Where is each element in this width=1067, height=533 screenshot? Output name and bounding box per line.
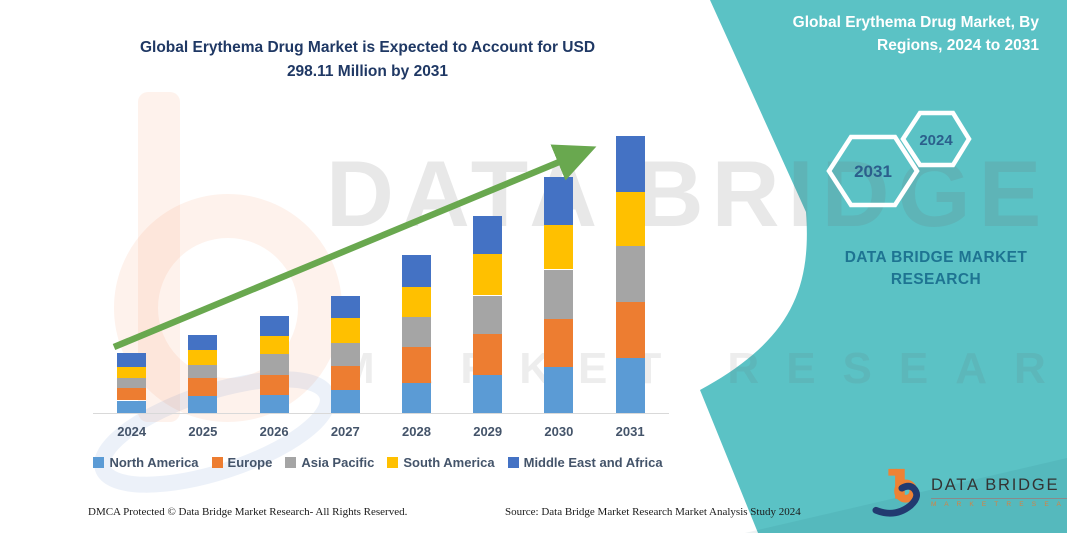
chart-title-line1: Global Erythema Drug Market is Expected … xyxy=(139,39,596,56)
legend-swatch xyxy=(93,457,105,468)
bar-segment xyxy=(117,353,147,367)
x-axis-label: 2024 xyxy=(117,424,147,439)
x-axis-label: 2028 xyxy=(402,424,431,439)
bar-segment xyxy=(188,335,218,350)
bar-segment xyxy=(117,400,147,413)
x-axis-line xyxy=(93,413,669,414)
bar-segment xyxy=(188,378,218,397)
legend-item: Asia Pacific xyxy=(285,455,374,470)
bar-segment xyxy=(259,336,289,354)
brand-text: DATA BRIDGE MARKET RESEARCH xyxy=(802,247,1067,292)
bar-segment xyxy=(330,389,360,413)
bar-segment xyxy=(402,317,431,347)
bar-segment xyxy=(117,377,147,389)
bar-segment xyxy=(188,349,218,366)
legend-swatch xyxy=(507,457,519,468)
bar-segment xyxy=(117,388,147,401)
chart-title-line2: 298.11 Million by 2031 xyxy=(286,63,449,81)
bar-segment xyxy=(402,286,431,318)
bar-segment xyxy=(259,374,289,395)
hexagon-2024 xyxy=(900,110,972,168)
bar-segment xyxy=(544,176,574,225)
bar-segment xyxy=(117,366,147,378)
bar-segment xyxy=(330,342,360,366)
bar-segment xyxy=(473,253,503,296)
logo-wordmark: DATA BRIDGE M A R K E T R E S E A R C H xyxy=(931,476,1067,508)
x-axis-label: 2026 xyxy=(259,424,289,439)
x-axis-label: 2027 xyxy=(330,424,360,439)
bar-segment xyxy=(544,367,574,413)
bar-segment xyxy=(615,136,645,192)
bar-segment xyxy=(544,224,574,270)
bar-segment xyxy=(473,216,503,254)
brand-text-line2: RESEARCH xyxy=(890,271,982,289)
logo-sub-text: M A R K E T R E S E A R C H xyxy=(931,498,1067,508)
bar-segment xyxy=(259,394,289,413)
legend-item: Middle East and Africa xyxy=(507,455,663,470)
legend-swatch xyxy=(211,457,223,468)
bar-segment xyxy=(544,269,574,319)
bar-segment xyxy=(473,295,503,334)
hexagon-2031-label: 2031 xyxy=(854,162,892,181)
company-logo: DATA BRIDGE M A R K E T R E S E A R C H xyxy=(872,466,1067,518)
x-axis-label: 2029 xyxy=(473,424,503,439)
panel-heading-line1: Global Erythema Drug Market, By xyxy=(792,14,1039,31)
bar-segment xyxy=(188,365,218,379)
x-axis-label: 2031 xyxy=(615,424,645,439)
legend-swatch xyxy=(285,457,297,468)
chart-title: Global Erythema Drug Market is Expected … xyxy=(80,36,655,84)
legend-item: Europe xyxy=(211,455,273,470)
x-axis-label: 2025 xyxy=(188,424,218,439)
bar-segment xyxy=(330,365,360,390)
data-bridge-logo-icon xyxy=(872,468,920,517)
source-note: Source: Data Bridge Market Research Mark… xyxy=(505,506,801,518)
bar-segment xyxy=(615,246,645,303)
panel-heading: Global Erythema Drug Market, By Regions,… xyxy=(727,11,1039,58)
chart-legend: North America Europe Asia Pacific South Ame… xyxy=(78,455,678,470)
bar-segment xyxy=(473,375,503,413)
panel-heading-line2: Regions, 2024 to 2031 xyxy=(877,37,1039,55)
legend-item: North America xyxy=(93,455,199,470)
bar-segment xyxy=(615,302,645,359)
hexagon-2024-label: 2024 xyxy=(919,132,953,149)
bar-segment xyxy=(473,333,503,376)
hexagon-2031 xyxy=(826,134,920,208)
bar-segment xyxy=(259,315,289,337)
year-hexagons: 2031 2024 xyxy=(826,110,972,208)
legend-label: Middle East and Africa xyxy=(523,455,663,470)
bar-segment xyxy=(259,353,289,375)
bar-segment xyxy=(544,318,574,367)
legend-label: Asia Pacific xyxy=(301,455,375,470)
legend-swatch xyxy=(387,457,399,468)
brand-text-line1: DATA BRIDGE MARKET xyxy=(844,249,1028,266)
bar-segment xyxy=(330,317,360,343)
legend-label: Europe xyxy=(227,455,273,470)
legend-label: North America xyxy=(109,455,199,470)
logo-name-text: DATA BRIDGE xyxy=(931,476,1060,494)
bar-segment xyxy=(188,396,218,413)
x-axis-label: 2030 xyxy=(544,424,574,439)
bar-segment xyxy=(330,295,360,318)
legend-label: South America xyxy=(403,455,495,470)
bar-segment xyxy=(402,382,431,413)
dmca-notice: DMCA Protected © Data Bridge Market Rese… xyxy=(88,506,408,518)
bar-segment xyxy=(402,347,431,383)
bar-segment xyxy=(402,255,431,287)
bar-segment xyxy=(615,192,645,247)
bar-segment xyxy=(615,358,645,413)
legend-item: South America xyxy=(387,455,495,470)
